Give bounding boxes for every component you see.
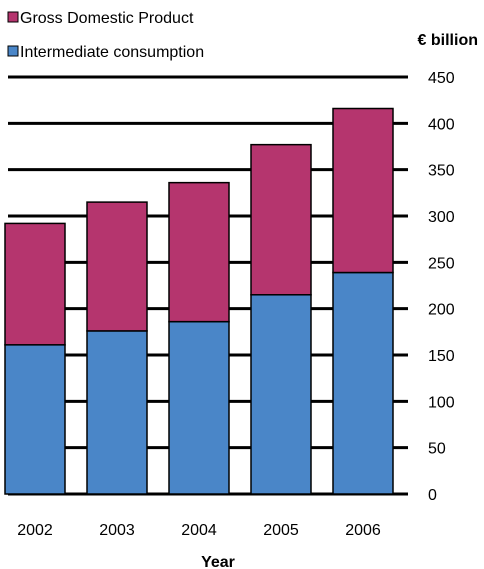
legend-swatch-gdp	[7, 11, 19, 23]
bar-2005-series-0	[250, 294, 312, 495]
x-tick-labels: 2002 2003 2004 2005 2006	[17, 522, 381, 539]
bar-2002-series-1	[4, 222, 66, 346]
bar-2004-series-1	[168, 181, 230, 323]
y-tick-100: 100	[428, 394, 455, 411]
bar-2005-series-1	[250, 143, 312, 296]
y-tick-150: 150	[428, 348, 455, 365]
y-tick-200: 200	[428, 302, 455, 319]
y-tick-labels: 0 50 100 150 200 250 300 350 400 450	[428, 70, 455, 504]
y-tick-50: 50	[428, 441, 446, 458]
bar-2006-series-1	[332, 107, 394, 274]
y-tick-250: 250	[428, 255, 455, 272]
legend-label-intermediate: Intermediate consumption	[20, 44, 204, 61]
legend: Gross Domestic Product Intermediate cons…	[7, 10, 204, 61]
bar-2003-series-1	[86, 201, 148, 332]
x-tick-2003: 2003	[99, 522, 135, 539]
y-tick-400: 400	[428, 116, 455, 133]
y-axis-label: € billion	[418, 32, 478, 49]
x-tick-2006: 2006	[345, 522, 381, 539]
y-tick-350: 350	[428, 163, 455, 180]
y-tick-0: 0	[428, 487, 437, 504]
bar-2006-series-0	[332, 271, 394, 495]
x-tick-2002: 2002	[17, 522, 53, 539]
x-tick-2005: 2005	[263, 522, 299, 539]
bar-2002-series-0	[4, 344, 66, 495]
legend-swatch-intermediate	[7, 45, 19, 57]
x-axis-label: Year	[201, 554, 235, 569]
x-tick-2004: 2004	[181, 522, 217, 539]
bar-2004-series-0	[168, 320, 230, 495]
legend-label-gdp: Gross Domestic Product	[20, 10, 194, 27]
y-tick-450: 450	[428, 70, 455, 87]
bars	[4, 107, 394, 495]
bar-2003-series-0	[86, 330, 148, 495]
y-tick-300: 300	[428, 209, 455, 226]
